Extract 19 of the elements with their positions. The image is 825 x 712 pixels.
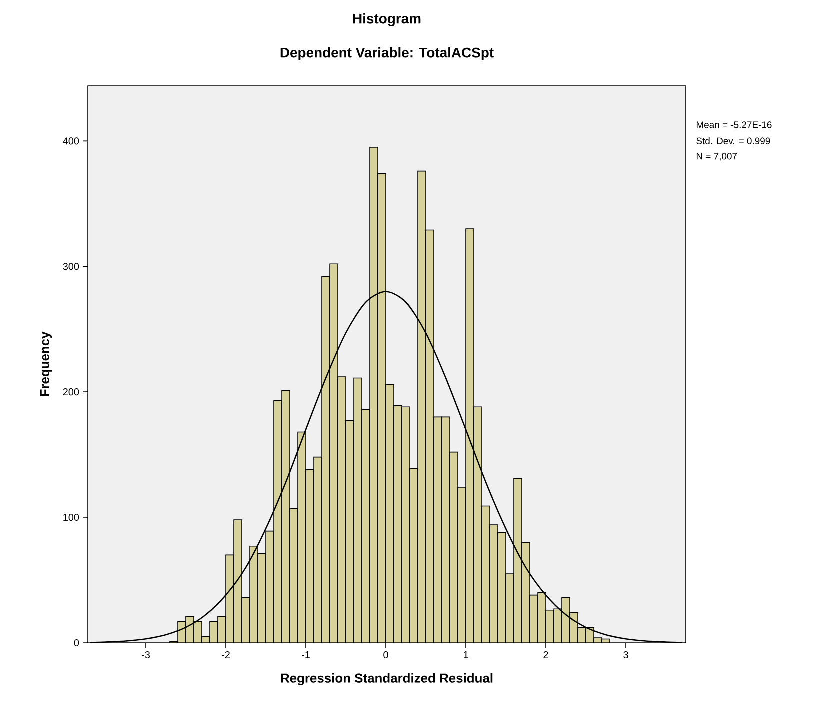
x-tick-label: 0: [384, 652, 388, 659]
text: Std. Dev. = 0.999: [696, 138, 770, 144]
chart-title: Histogram: [353, 13, 421, 27]
text: Mean = -5.27E-16: [696, 122, 772, 128]
chart-subtitle: Dependent Variable: TotalACSpt: [280, 47, 494, 60]
y-tick-label: 100: [64, 514, 80, 522]
y-tick-label: 300: [63, 263, 80, 270]
x-tick-label: -3: [142, 652, 150, 659]
y-tick-label: 0: [74, 639, 80, 647]
y-tick-label: 200: [63, 388, 80, 396]
x-tick-label: 1: [464, 652, 468, 658]
x-tick-label: 2: [544, 652, 548, 658]
text: N = 7,007: [696, 153, 738, 161]
x-tick-label: 3: [624, 652, 628, 659]
y-axis-title: Frequency: [40, 332, 52, 396]
x-tick-label: -1: [302, 652, 310, 658]
x-axis-title: Regression Standardized Residual: [281, 673, 493, 686]
x-tick-label: -2: [222, 652, 230, 658]
y-tick-label: 400: [63, 138, 80, 145]
